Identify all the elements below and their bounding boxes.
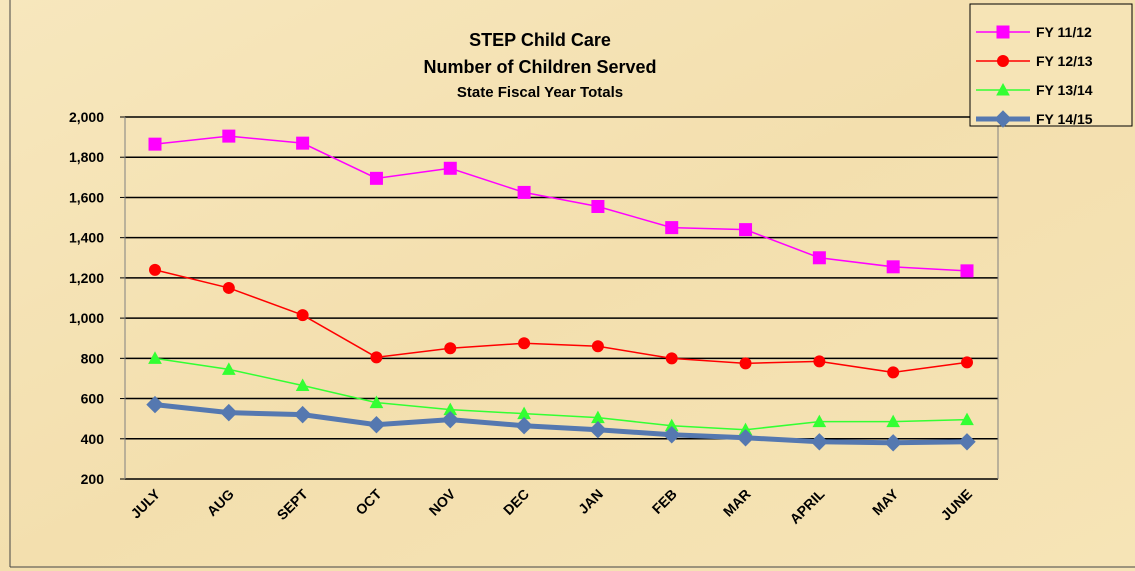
legend-marker xyxy=(996,25,1010,39)
data-point xyxy=(295,378,310,391)
data-point xyxy=(296,309,309,322)
y-tick-label: 1,200 xyxy=(69,270,104,286)
chart-subtitle: State Fiscal Year Totals xyxy=(457,84,623,101)
data-point xyxy=(149,263,161,276)
chart-title: STEP Child Care xyxy=(469,30,611,50)
y-tick-label: 1,600 xyxy=(69,189,104,205)
data-point xyxy=(517,185,531,199)
data-point xyxy=(886,260,900,274)
data-point xyxy=(812,414,827,428)
data-point xyxy=(591,340,604,353)
data-point xyxy=(665,352,678,365)
legend-label: FY 11/12 xyxy=(1036,24,1092,40)
y-tick-label: 1,400 xyxy=(69,230,104,246)
data-point xyxy=(960,412,974,426)
series-line xyxy=(154,357,968,431)
data-point xyxy=(739,357,752,370)
data-point xyxy=(220,403,238,422)
legend-marker xyxy=(994,110,1012,128)
y-tick-label: 200 xyxy=(81,471,105,487)
legend-label: FY 12/13 xyxy=(1036,53,1093,69)
y-tick-label: 2,000 xyxy=(69,109,104,125)
data-point xyxy=(518,337,531,350)
series-line xyxy=(154,135,968,272)
data-point xyxy=(369,171,383,185)
data-point xyxy=(589,421,607,439)
legend-label: FY 14/15 xyxy=(1036,111,1093,127)
data-point xyxy=(293,405,312,424)
data-point xyxy=(148,351,162,364)
data-point xyxy=(813,355,826,368)
data-point xyxy=(146,395,164,414)
data-point xyxy=(444,342,457,355)
y-tick-label: 1,800 xyxy=(69,149,104,165)
legend-marker xyxy=(997,55,1009,67)
data-point xyxy=(810,433,829,451)
data-point xyxy=(369,395,384,409)
data-point xyxy=(663,426,681,444)
data-point xyxy=(812,251,826,265)
series-line xyxy=(154,269,968,374)
data-point xyxy=(221,362,236,375)
data-point xyxy=(960,264,974,278)
data-point xyxy=(222,281,235,294)
data-point xyxy=(515,416,533,435)
data-point xyxy=(443,161,457,175)
series-line xyxy=(154,402,968,446)
y-tick-label: 1,000 xyxy=(69,310,104,326)
y-tick-label: 600 xyxy=(81,391,105,407)
legend-marker xyxy=(996,82,1010,96)
data-point xyxy=(441,410,459,429)
data-point xyxy=(591,199,605,213)
data-point xyxy=(296,136,310,150)
data-point xyxy=(367,415,386,434)
legend-box xyxy=(969,3,1133,127)
data-point xyxy=(961,356,973,369)
data-point xyxy=(665,221,679,235)
y-tick-label: 400 xyxy=(81,431,105,447)
data-point xyxy=(887,366,900,379)
data-point xyxy=(886,414,901,428)
data-point xyxy=(736,429,755,447)
data-point xyxy=(148,137,162,151)
data-point xyxy=(222,129,236,143)
legend-label: FY 13/14 xyxy=(1036,82,1093,98)
y-tick-label: 800 xyxy=(81,350,105,366)
data-point xyxy=(739,223,753,237)
data-point xyxy=(884,434,902,452)
data-point xyxy=(370,351,383,364)
chart-subtitle: Number of Children Served xyxy=(423,57,656,77)
data-point xyxy=(958,433,976,451)
